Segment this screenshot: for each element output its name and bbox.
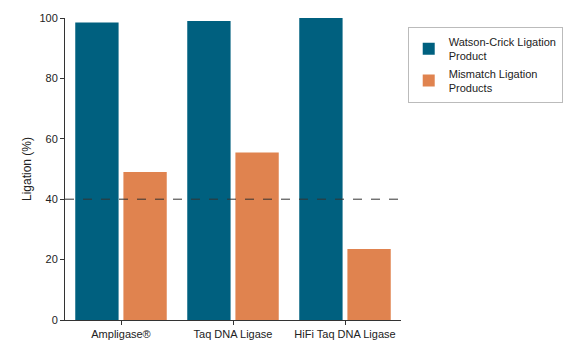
svg-text:60: 60 — [46, 133, 58, 145]
svg-text:Watson-Crick LigationProduct: Watson-Crick LigationProduct — [449, 36, 556, 62]
svg-text:0: 0 — [52, 314, 58, 326]
svg-text:HiFi Taq DNA Ligase: HiFi Taq DNA Ligase — [294, 328, 395, 340]
svg-text:Ligation (%): Ligation (%) — [20, 137, 34, 201]
svg-text:40: 40 — [46, 193, 58, 205]
svg-text:20: 20 — [46, 253, 58, 265]
svg-text:80: 80 — [46, 72, 58, 84]
svg-text:Mismatch LigationProducts: Mismatch LigationProducts — [449, 68, 538, 94]
svg-text:100: 100 — [39, 12, 57, 24]
svg-text:Ampligase®: Ampligase® — [91, 328, 150, 340]
svg-text:Taq DNA Ligase: Taq DNA Ligase — [194, 328, 273, 340]
